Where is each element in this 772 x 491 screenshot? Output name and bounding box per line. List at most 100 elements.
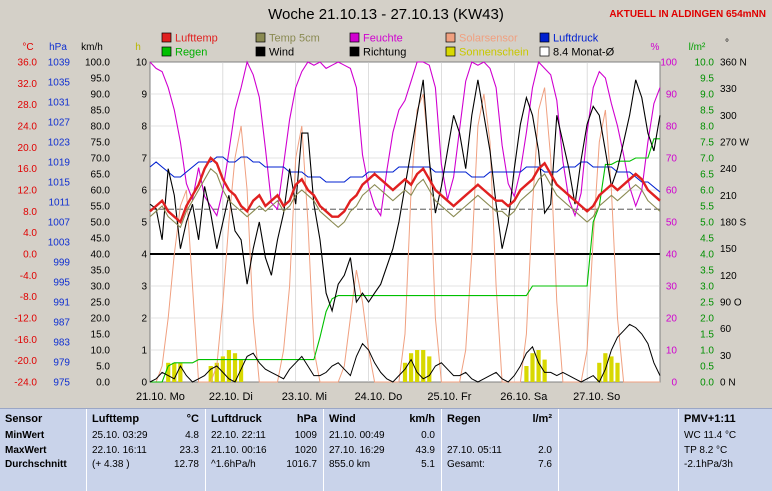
sunshine-bar	[427, 356, 432, 382]
sunshine-bar	[415, 350, 420, 382]
stats-regen-col: Regen l/m² 27.10. 05:11 2.0 Gesamt: 7.6	[442, 409, 558, 491]
pressure-tick-label: 1007	[48, 218, 71, 229]
sunshine-bar	[530, 353, 535, 382]
direction-tick-label: 120	[720, 271, 737, 282]
x-tick-label: 23.10. Mi	[282, 391, 327, 403]
solar-line	[150, 87, 660, 383]
temp-tick-label: 12.0	[18, 186, 38, 197]
sunshine-bar	[524, 366, 529, 382]
wind-tick-label: 100.0	[85, 58, 110, 69]
legend-label: 8.4 Monat-Ø	[553, 47, 615, 59]
rain-tick-label: 7.0	[700, 154, 714, 165]
legend-label: Feuchte	[363, 33, 403, 45]
stats-row-label: MinWert	[5, 430, 45, 441]
sunshine-bar	[609, 356, 614, 382]
stats-cell: 21.10. 00:49 0.0	[329, 430, 435, 441]
stats-pmv-col: PMV+1:11 WC 11.4 °C TP 8.2 °C -2.1hPa/3h	[679, 409, 772, 491]
temp-tick-label: 16.0	[18, 164, 38, 175]
humidity-tick-label: 10	[666, 346, 678, 357]
rain-tick-label: 4.0	[700, 250, 714, 261]
rain-tick-label: 5.5	[700, 202, 714, 213]
pressure-tick-label: 1039	[48, 58, 71, 69]
sunshine-bar	[408, 353, 414, 382]
wind-tick-label: 80.0	[91, 122, 111, 133]
wind-tick-label: 50.0	[91, 218, 111, 229]
stats-cell: Gesamt: 7.6	[447, 459, 552, 470]
page-title: Woche 21.10.13 - 27.10.13 (KW43)	[268, 6, 504, 23]
x-tick-label: 26.10. Sa	[500, 391, 548, 403]
sun-tick-label: 9	[141, 90, 147, 101]
wind-tick-label: 35.0	[91, 266, 111, 277]
stats-cell	[442, 429, 558, 444]
pressure-tick-label: 975	[53, 378, 70, 389]
rain-tick-label: 0.0	[700, 378, 714, 389]
sunshine-bar	[232, 353, 238, 382]
pressure-tick-label: 1011	[48, 198, 70, 209]
pressure-line	[149, 156, 661, 193]
wind-tick-label: 60.0	[91, 186, 111, 197]
stats-cell: 22.10. 16:11 23.3	[92, 444, 199, 456]
wind-tick-label: 65.0	[91, 170, 111, 181]
stats-row-label: MaxWert	[5, 444, 47, 456]
temp-tick-label: 32.0	[18, 79, 38, 90]
wind-tick-label: 75.0	[91, 138, 111, 149]
sunshine-bar	[214, 362, 219, 382]
wind-tick-label: 15.0	[91, 330, 111, 341]
direction-tick-label: 360 N	[720, 58, 747, 69]
stats-regen-header: Regen l/m²	[447, 413, 552, 425]
direction-tick-label: 60	[720, 324, 732, 335]
temp-tick-label: 0.0	[23, 250, 37, 261]
x-tick-label: 24.10. Do	[355, 391, 403, 403]
pressure-tick-label: 987	[53, 318, 70, 329]
temp-tick-label: -20.0	[14, 356, 37, 367]
humidity-tick-label: 50	[666, 218, 678, 229]
legend-swatch	[161, 46, 172, 57]
wind-tick-label: 55.0	[91, 202, 111, 213]
x-tick-label: 27.10. So	[573, 391, 620, 403]
wind-tick-label: 85.0	[91, 106, 111, 117]
rain-tick-label: 9.5	[700, 74, 714, 85]
direction-tick-label: 330	[720, 84, 737, 95]
weather-chart: 36.032.028.024.020.016.012.08.04.00.0-4.…	[14, 32, 749, 404]
wind-tick-label: 70.0	[91, 154, 111, 165]
rain-tick-label: 3.0	[700, 282, 714, 293]
stats-luftdruck-col: Luftdruck hPa 22.10. 22:11 1009 21.10. 00:…	[206, 409, 323, 491]
stats-lufttemp-col: Lufttemp °C 25.10. 03:29 4.8 22.10. 16:11 2…	[87, 409, 205, 491]
wind-tick-label: 10.0	[91, 346, 111, 357]
wind-tick-label: 5.0	[96, 362, 110, 373]
sun-tick-label: 1	[141, 346, 147, 357]
rain-tick-label: 1.0	[700, 346, 714, 357]
stats-sensor-header: Sensor	[5, 413, 43, 425]
temp-tick-label: 28.0	[18, 100, 38, 111]
stats-luftdruck-header: Luftdruck hPa	[211, 413, 317, 425]
sunshine-bar	[421, 350, 426, 382]
sun-tick-label: 2	[141, 314, 147, 325]
legend-swatch	[349, 46, 360, 57]
sun-tick-label: 0	[141, 378, 147, 389]
direction-unit: °	[725, 38, 729, 49]
humidity-tick-label: 90	[666, 90, 678, 101]
sunshine-bar	[615, 362, 620, 382]
rain-tick-label: 9.0	[700, 90, 714, 101]
stats-cell: 25.10. 03:29 4.8	[92, 430, 199, 441]
x-tick-label: 22.10. Di	[209, 391, 253, 403]
legend-swatch	[349, 32, 360, 43]
station-label: AKTUELL IN ALDINGEN 654mNN	[609, 9, 766, 20]
direction-tick-label: 90 O	[720, 298, 742, 309]
stats-cell: 21.10. 00:16 1020	[211, 444, 317, 456]
legend-label: Regen	[175, 47, 207, 59]
direction-tick-label: 0 N	[720, 378, 736, 389]
rain-tick-label: 2.5	[700, 298, 714, 309]
sun-tick-label: 5	[141, 218, 147, 229]
airtemp-line	[149, 156, 661, 225]
direction-tick-label: 270 W	[720, 138, 749, 149]
rain-line	[150, 138, 660, 383]
humidity-tick-label: 20	[666, 314, 678, 325]
sun-tick-label: 6	[141, 186, 147, 197]
x-tick-label: 21.10. Mo	[136, 391, 185, 403]
rain-tick-label: 8.5	[700, 106, 714, 117]
stats-cell: (+ 4.38 ) 12.78	[92, 459, 199, 470]
pressure-unit: hPa	[49, 42, 67, 53]
humidity-line	[149, 60, 661, 218]
wind-tick-label: 25.0	[91, 298, 111, 309]
